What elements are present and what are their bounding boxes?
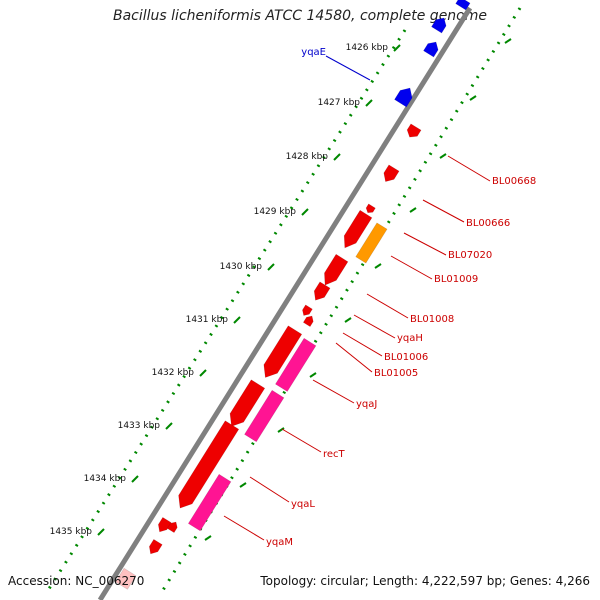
- gene-forward: [365, 203, 376, 214]
- gene-leader-line: [312, 379, 355, 404]
- gene-forward: [383, 164, 400, 182]
- gene-label-rect[interactable]: recT: [323, 449, 346, 460]
- tick-mark: [301, 208, 309, 216]
- gene-label-bl07020[interactable]: BL07020: [448, 250, 492, 261]
- tick-mark: [233, 316, 241, 324]
- gene-label-bl01009[interactable]: BL01009: [434, 274, 478, 285]
- genome-backbone: [97, 6, 473, 600]
- minor-tick-mark: [277, 427, 285, 433]
- gene-pink: [244, 389, 285, 443]
- gene-blue: [423, 41, 439, 58]
- gene-leader-line: [366, 293, 409, 319]
- gene-forward: [263, 325, 303, 378]
- minor-tick-mark: [374, 263, 382, 269]
- gene-label-bl01006[interactable]: BL01006: [384, 352, 428, 363]
- gene-label-bl00668[interactable]: BL00668: [492, 176, 536, 187]
- gene-forward: [313, 281, 331, 301]
- tick-label: 1430 kbp: [220, 262, 263, 272]
- tick-label: 1433 kbp: [118, 421, 161, 431]
- gene-rna: [355, 222, 388, 264]
- minor-tick-mark: [439, 153, 447, 159]
- gene-label-bl01008[interactable]: BL01008: [410, 314, 454, 325]
- gene-faded: [115, 567, 137, 590]
- tick-label: 1429 kbp: [254, 207, 297, 217]
- gene-label-yqaj[interactable]: yqaJ: [356, 399, 377, 410]
- gene-forward: [157, 516, 172, 533]
- minor-tick-mark: [409, 207, 417, 213]
- minor-tick-mark: [309, 372, 317, 378]
- gene-forward: [406, 123, 422, 138]
- tick-label: 1434 kbp: [84, 474, 127, 484]
- tick-label: 1435 kbp: [50, 527, 93, 537]
- outer-dotted-guide: [43, 29, 407, 596]
- tick-label: 1432 kbp: [152, 368, 195, 378]
- minor-tick-mark: [204, 535, 212, 541]
- gene-leader-line: [325, 55, 371, 81]
- gene-forward: [178, 420, 240, 509]
- tick-mark: [97, 528, 105, 536]
- tick-mark: [199, 369, 207, 377]
- gene-leader-line: [403, 232, 447, 256]
- gene-label-bl01005[interactable]: BL01005: [374, 368, 418, 379]
- minor-tick-mark: [504, 38, 512, 44]
- gene-pink: [275, 337, 317, 392]
- tick-label: 1431 kbp: [186, 315, 229, 325]
- gene-forward: [343, 209, 373, 249]
- gene-forward: [229, 379, 266, 427]
- accession-text: Accession: NC_006270: [8, 574, 145, 588]
- gene-label-yqah[interactable]: yqaH: [397, 333, 423, 344]
- gene-label-bl00666[interactable]: BL00666: [466, 218, 510, 229]
- tick-label: 1427 kbp: [318, 98, 361, 108]
- gene-leader-line: [249, 476, 290, 503]
- gene-forward: [302, 315, 314, 328]
- tick-mark: [267, 263, 275, 271]
- gene-forward: [148, 538, 163, 555]
- tick-label: 1426 kbp: [346, 43, 389, 53]
- tick-label: 1428 kbp: [286, 152, 329, 162]
- tick-mark: [131, 475, 139, 483]
- map-title: Bacillus licheniformis ATCC 14580, compl…: [113, 8, 487, 24]
- genome-summary-text: Topology: circular; Length: 4,222,597 bp…: [260, 574, 590, 588]
- gene-leader-line: [335, 342, 373, 373]
- gene-label-yqam[interactable]: yqaM: [266, 537, 293, 548]
- minor-tick-mark: [344, 317, 352, 323]
- gene-leader-line: [342, 332, 383, 357]
- gene-leader-line: [353, 314, 396, 339]
- tick-mark: [333, 153, 341, 161]
- gene-forward: [324, 253, 349, 286]
- tick-mark: [393, 44, 401, 52]
- gene-label-yqal[interactable]: yqaL: [291, 499, 315, 510]
- gene-blue: [394, 87, 413, 108]
- gene-leader-line: [422, 199, 465, 223]
- gene-label-yqae[interactable]: yqaE: [301, 47, 326, 58]
- minor-tick-mark: [469, 95, 477, 101]
- gene-blue: [455, 0, 471, 11]
- gene-leader-line: [223, 515, 265, 541]
- tick-mark: [365, 99, 373, 107]
- gene-blue: [431, 17, 447, 34]
- gene-leader-line: [281, 428, 322, 453]
- gene-leader-line: [447, 155, 491, 182]
- tick-mark: [165, 422, 173, 430]
- gene-pink: [187, 473, 232, 532]
- gene-leader-line: [390, 255, 433, 280]
- gene-forward: [302, 304, 313, 316]
- minor-tick-mark: [239, 482, 247, 488]
- gene-forward: [166, 521, 178, 534]
